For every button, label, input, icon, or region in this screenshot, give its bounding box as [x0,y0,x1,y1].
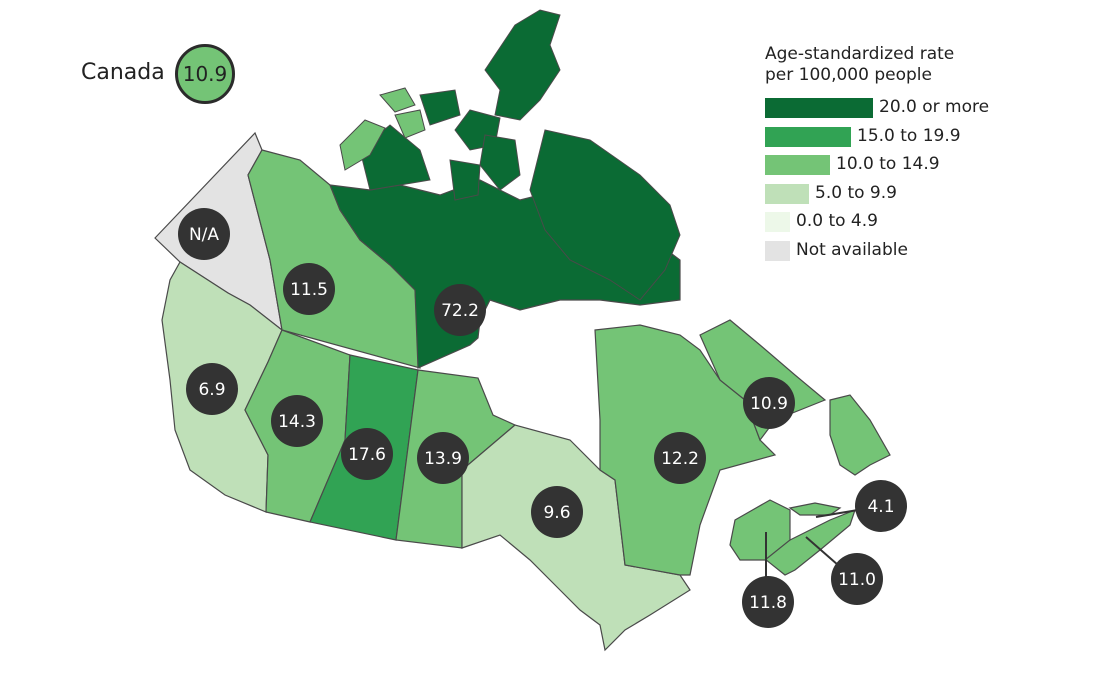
arctic-island [419,89,461,126]
legend-title-line2: per 100,000 people [765,65,932,85]
region-new-brunswick [729,499,791,561]
value-label-manitoba: 13.9 [424,449,462,469]
value-label-yukon: N/A [189,225,219,245]
value-label-alberta: 14.3 [278,412,316,432]
legend-label: 20.0 or more [879,97,990,117]
legend-swatch [765,212,790,232]
arctic-island [339,119,386,171]
value-label-nova-scotia: 11.0 [838,570,876,590]
province-shapes [154,131,891,652]
legend-label: 15.0 to 19.9 [857,125,961,146]
bubble-connectors [765,509,859,577]
legend: Age-standardized rate per 100,000 people… [765,44,989,261]
bubble-nunavut [434,284,486,336]
region-nova-scotia [758,508,856,576]
bubble-quebec [654,432,706,484]
arctic-island [394,109,426,139]
value-label-newfoundland-and-labrador: 10.9 [750,394,788,414]
region-ontario [461,424,691,652]
value-bubbles: N/A 11.5 72.2 6.9 14.3 17.6 13.9 9.6 12.2 10.9 4.1… [178,208,907,628]
legend-swatch [765,126,851,147]
region-prince-edward-island [788,502,842,516]
bubble-saskatchewan [341,428,393,480]
arctic-island [529,129,681,301]
legend-label: 10.0 to 14.9 [836,154,940,174]
value-label-ontario: 9.6 [543,503,570,523]
value-label-nunavut: 72.2 [441,301,479,321]
canada-label: Canada [81,60,165,85]
bubble-ontario [531,486,583,538]
bubble-prince-edward-island [855,480,907,532]
value-label-new-brunswick: 11.8 [749,593,787,613]
arctic-island [449,159,481,201]
bubble-british-columbia [186,363,238,415]
bubble-manitoba [417,432,469,484]
legend-swatch [765,98,873,118]
legend-label: 5.0 to 9.9 [815,182,897,203]
value-label-northwest-territories: 11.5 [290,280,328,300]
bubble-new-brunswick [742,576,794,628]
arctic-island [479,134,521,191]
arctic-island [484,9,561,121]
legend-label: Not available [796,239,908,260]
bubble-yukon [178,208,230,260]
value-label-saskatchewan: 17.6 [348,445,386,465]
value-label-british-columbia: 6.9 [198,380,225,400]
legend-title-line1: Age-standardized rate [765,44,955,64]
bubble-newfoundland-and-labrador [743,377,795,429]
value-label-quebec: 12.2 [661,449,699,469]
arctic-island [379,87,416,113]
region-newfoundland-and-labrador [699,319,891,476]
legend-swatch [765,183,809,204]
connector-prince-edward-island [815,509,859,518]
value-label-prince-edward-island: 4.1 [867,497,894,517]
canada-value-bubble: 10.9 [175,44,235,104]
arctic-islands [339,9,681,301]
legend-swatch [765,240,790,261]
legend-label: 0.0 to 4.9 [796,211,878,231]
bubble-northwest-territories [283,263,335,315]
bubble-alberta [271,395,323,447]
bubble-nova-scotia [831,553,883,605]
legend-swatch [765,155,830,175]
connector-nova-scotia [805,536,839,566]
